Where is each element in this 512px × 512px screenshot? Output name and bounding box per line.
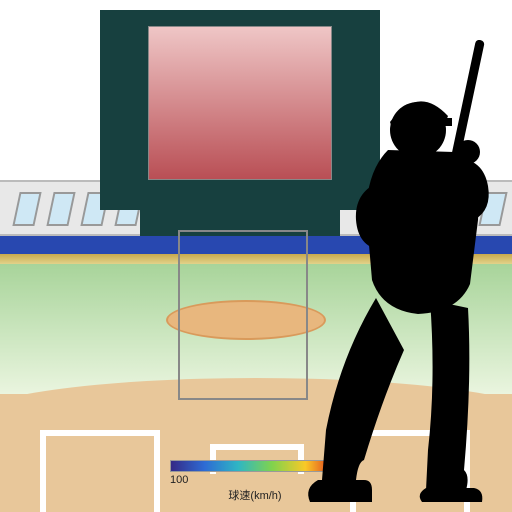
chalk-line	[40, 430, 46, 512]
chalk-line	[154, 430, 160, 512]
velocity-tick-min: 100	[170, 474, 188, 486]
wall-window	[12, 192, 41, 226]
wall-window	[46, 192, 75, 226]
pitch-location-diagram: 100 150 球速(km/h)	[0, 0, 512, 512]
batter-silhouette	[278, 40, 512, 510]
chalk-line	[40, 430, 160, 436]
